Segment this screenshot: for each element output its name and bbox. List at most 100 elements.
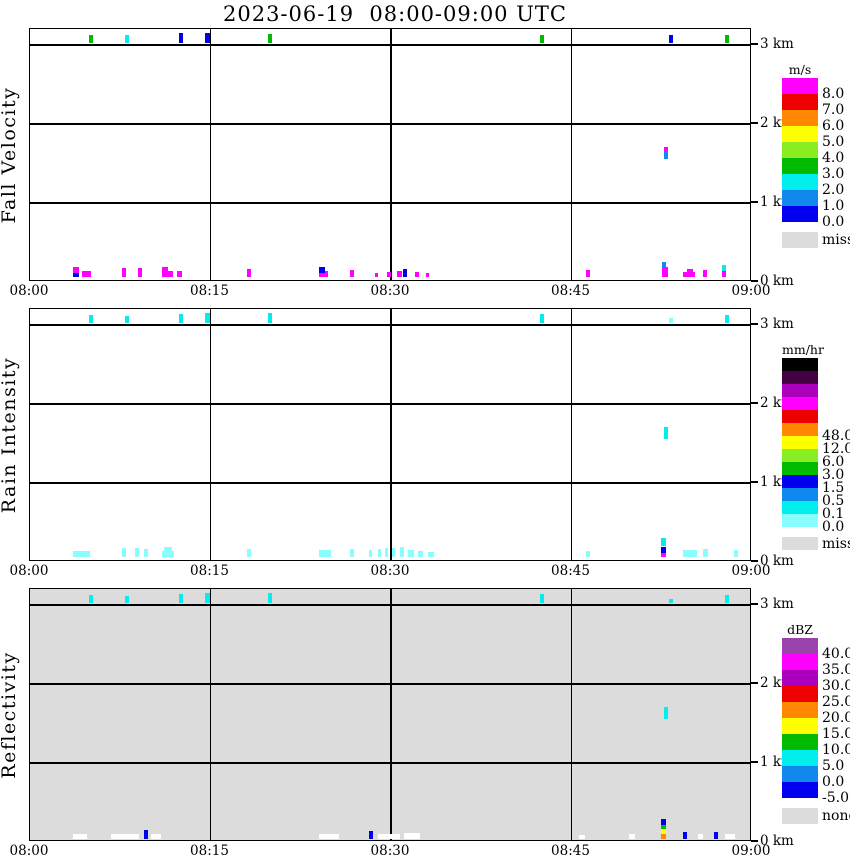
- colorbar-tick-label: 7.0: [822, 102, 845, 118]
- colorbar-swatch: [782, 782, 818, 798]
- colorbar-units-label: m/s: [788, 62, 812, 77]
- gridline-v-0830: [390, 589, 392, 840]
- y-tick-label: 3 km: [760, 35, 794, 52]
- y-tick-label: 0 km: [760, 553, 794, 569]
- y-tick-label: 0 km: [760, 273, 794, 289]
- data-mark: [318, 271, 328, 278]
- colorbar-tick-label: 0.1: [822, 506, 845, 522]
- x-tick-label: 08:00: [9, 283, 49, 299]
- plot-area[interactable]: [29, 28, 751, 281]
- data-mark: [125, 316, 130, 324]
- data-mark: [385, 548, 389, 558]
- data-mark: [668, 318, 673, 324]
- data-mark: [725, 315, 730, 324]
- data-mark: [204, 33, 210, 44]
- colorbar-swatch: [782, 78, 818, 94]
- data-mark: [144, 549, 149, 558]
- data-mark: [629, 833, 636, 839]
- data-mark: [663, 712, 668, 720]
- gridline-v-0845: [570, 589, 573, 840]
- colorbar-missing-label: none: [822, 808, 850, 824]
- data-mark: [378, 549, 381, 558]
- colorbar-swatch: [782, 371, 818, 384]
- colorbar-tick-label: 8.0: [822, 86, 845, 102]
- y-tick-label: 3 km: [760, 595, 794, 612]
- colorbar-swatch: [782, 654, 818, 670]
- colorbar-tick-label: 20.0: [822, 710, 850, 726]
- data-mark: [89, 595, 94, 604]
- colorbar-tick-label: 5.0: [822, 134, 845, 150]
- colorbar-tick-label: 30.0: [822, 678, 850, 694]
- data-mark: [425, 273, 429, 278]
- x-tick-label: 08:15: [190, 563, 229, 579]
- data-mark: [73, 266, 80, 273]
- y-tick-mark: [751, 122, 758, 124]
- gridline-h-2km: [30, 683, 750, 685]
- panel-reflectivity: [29, 588, 751, 841]
- figure-title: 2023-06-19 08:00-09:00 UTC: [222, 2, 567, 26]
- plot-area[interactable]: [29, 308, 751, 561]
- data-mark: [204, 593, 210, 604]
- colorbar-swatch: [782, 158, 818, 174]
- data-mark: [81, 551, 90, 558]
- data-mark: [122, 268, 127, 278]
- data-mark: [724, 833, 735, 839]
- colorbar-swatch: [782, 94, 818, 110]
- data-mark: [662, 267, 669, 278]
- colorbar-swatch: [782, 206, 818, 222]
- data-mark: [318, 550, 331, 558]
- data-mark: [578, 834, 585, 839]
- data-mark: [387, 272, 392, 278]
- colorbar-tick-label: 10.0: [822, 742, 850, 758]
- data-mark: [427, 552, 434, 558]
- colorbar-tick-label: 48.0: [822, 428, 850, 444]
- x-tick-label: 08:15: [190, 283, 229, 299]
- colorbar-swatch: [782, 766, 818, 782]
- data-mark: [349, 549, 354, 558]
- y-tick-mark: [751, 682, 758, 684]
- data-mark: [540, 314, 545, 324]
- data-mark: [134, 548, 139, 558]
- data-mark: [318, 833, 339, 839]
- data-mark: [663, 146, 668, 154]
- colorbar-tick-label: 2.0: [822, 182, 845, 198]
- colorbar-swatch: [782, 501, 818, 514]
- data-mark: [318, 266, 325, 273]
- x-tick-label: 08:00: [9, 563, 49, 579]
- data-mark: [162, 266, 169, 273]
- colorbar-swatch: [782, 462, 818, 475]
- data-mark: [162, 551, 175, 558]
- data-mark: [725, 595, 730, 604]
- data-mark: [714, 831, 719, 839]
- data-mark: [110, 833, 139, 839]
- data-mark: [125, 35, 130, 44]
- colorbar-tick-label: 1.0: [822, 198, 845, 214]
- gridline-v-0815: [209, 589, 212, 840]
- x-tick-label: 08:30: [370, 843, 410, 859]
- colorbar-units-label: dBZ: [787, 622, 813, 637]
- gridline-v-0815: [209, 29, 212, 280]
- colorbar-missing-swatch: [782, 537, 818, 550]
- y-tick-label: 3 km: [760, 315, 794, 332]
- y-tick-mark: [751, 603, 758, 605]
- colorbar-swatch: [782, 410, 818, 423]
- data-mark: [125, 596, 130, 604]
- data-mark: [89, 35, 94, 44]
- x-tick-label: 08:45: [551, 843, 590, 859]
- y-tick-label: 0 km: [760, 833, 794, 849]
- colorbar-swatch: [782, 488, 818, 501]
- data-mark: [702, 270, 707, 278]
- data-mark: [721, 264, 726, 271]
- data-mark: [408, 550, 415, 558]
- data-mark: [540, 594, 545, 604]
- data-mark: [702, 549, 708, 558]
- panel-fall-velocity: [29, 28, 751, 281]
- plot-area[interactable]: [29, 588, 751, 841]
- y-tick-mark: [751, 43, 758, 45]
- data-mark: [733, 550, 738, 558]
- data-mark: [661, 538, 667, 547]
- data-mark: [162, 271, 174, 278]
- colorbar-tick-label: 15.0: [822, 726, 850, 742]
- data-mark: [179, 314, 184, 324]
- y-tick-mark: [751, 840, 758, 842]
